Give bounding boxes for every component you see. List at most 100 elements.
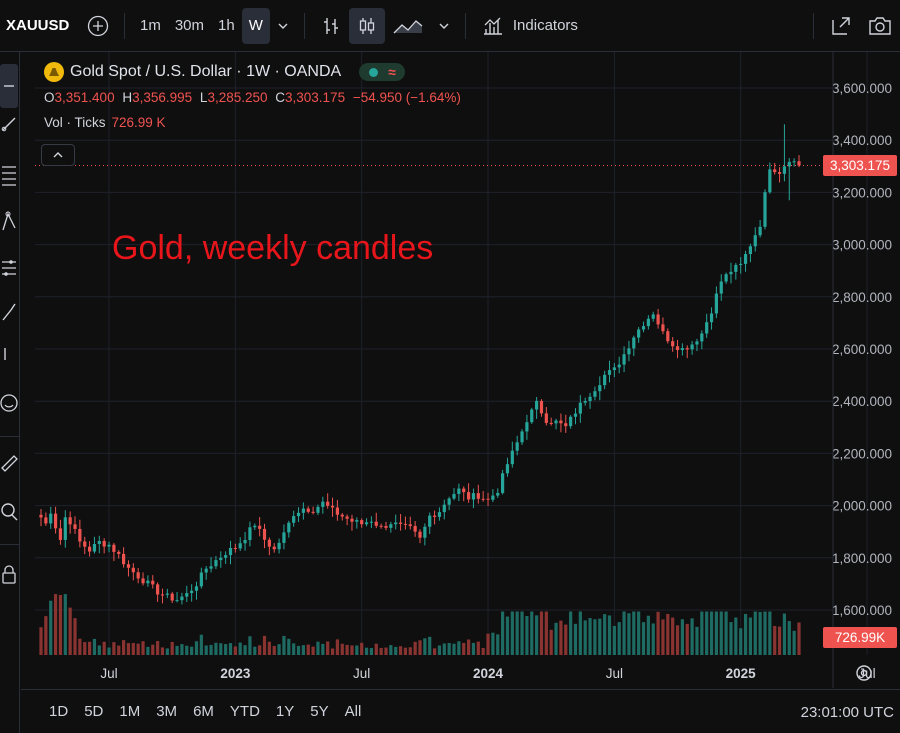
interval-1h[interactable]: 1h <box>218 17 235 34</box>
add-symbol-button[interactable] <box>80 8 116 44</box>
indicators-button[interactable]: Indicators <box>474 8 585 44</box>
volume-bar <box>335 639 339 655</box>
ohlc-open-key: O <box>44 90 55 105</box>
ohlc-change: −54.950 (−1.64%) <box>352 90 461 105</box>
pattern-tool[interactable] <box>0 210 18 232</box>
fullscreen-button[interactable] <box>822 8 860 44</box>
candle-body <box>364 522 369 525</box>
candle-body <box>355 520 359 522</box>
interval-dropdown[interactable] <box>270 8 296 44</box>
collapse-legend-button[interactable] <box>41 144 75 166</box>
volume-bar <box>44 616 48 655</box>
drawing-toolbar <box>0 52 20 733</box>
volume-bar <box>277 644 281 655</box>
price-chart[interactable]: 3,600.000 3,400.000 3,200.000 3,000.000 2,80… <box>21 52 900 688</box>
volume-bar <box>792 630 796 655</box>
pattern-icon <box>2 211 16 231</box>
fib-tool[interactable] <box>0 164 18 186</box>
volume-bar <box>292 643 296 655</box>
volume-bar <box>671 617 675 655</box>
range-5d[interactable]: 5D <box>84 703 104 720</box>
volume-bar <box>151 644 155 655</box>
market-status-pill[interactable]: ≈ <box>359 63 406 81</box>
text-tool[interactable] <box>0 346 18 362</box>
volume-bar <box>238 642 242 655</box>
volume-bar <box>340 643 344 655</box>
candle-style-button[interactable] <box>348 7 385 44</box>
interval-30m[interactable]: 30m <box>174 17 205 34</box>
candle-body <box>593 391 597 397</box>
chart-style-dropdown[interactable] <box>431 8 457 44</box>
y-tick-label: 2,200.000 <box>832 446 892 461</box>
screenshot-button[interactable] <box>860 8 900 44</box>
volume-bar <box>554 622 558 655</box>
range-1m[interactable]: 1M <box>119 703 141 720</box>
volume-bar <box>214 642 218 655</box>
toolbar-divider <box>813 13 814 39</box>
candle-body <box>505 464 510 474</box>
y-tick-label: 2,000.000 <box>832 499 892 514</box>
candle-body <box>748 246 753 255</box>
volume-bar <box>481 647 485 655</box>
volume-bar <box>287 638 291 655</box>
range-3m[interactable]: 3M <box>156 703 178 720</box>
volume-bar <box>175 645 179 655</box>
chevron-down-icon <box>439 23 449 29</box>
symbol-search[interactable]: XAUUSD <box>6 17 70 34</box>
brush-tool[interactable] <box>0 300 18 322</box>
volume-bar <box>243 645 247 655</box>
forecast-tool[interactable] <box>0 257 18 279</box>
candle-body <box>53 513 58 529</box>
candle-body <box>782 166 787 174</box>
lock-tool[interactable] <box>0 564 18 584</box>
volume-bar <box>248 636 252 655</box>
volume-bar <box>63 594 67 655</box>
area-style-button[interactable] <box>385 8 431 44</box>
range-6m[interactable]: 6M <box>193 703 214 720</box>
volume-bar <box>641 622 646 655</box>
volume-bar <box>204 645 208 655</box>
candle-body <box>549 422 553 424</box>
candle-body <box>603 374 607 386</box>
candle-body <box>243 539 247 544</box>
candle-body <box>350 518 354 522</box>
fib-icon <box>2 166 16 186</box>
toolbar-divider <box>303 12 305 39</box>
volume-bar <box>160 647 165 655</box>
candle-body <box>107 544 111 547</box>
chart-pane[interactable]: 3,600.000 3,400.000 3,200.000 3,000.000 2,80… <box>21 52 900 688</box>
axis-settings-icon[interactable] <box>856 665 872 681</box>
interval-w[interactable]: W <box>241 7 270 44</box>
candle-body <box>792 161 796 163</box>
ruler-tool[interactable] <box>0 452 18 472</box>
volume-bar <box>530 611 534 655</box>
volume-bar <box>360 642 364 655</box>
candle-body <box>277 542 281 550</box>
volume-bar <box>719 611 723 655</box>
candle-body <box>83 541 87 547</box>
candle-body <box>224 555 228 558</box>
bar-style-button[interactable] <box>313 8 349 44</box>
candle-body <box>457 488 461 494</box>
range-1y[interactable]: 1Y <box>275 703 295 720</box>
range-ytd[interactable]: YTD <box>229 703 260 720</box>
candle-body <box>753 235 757 247</box>
candle-body <box>117 551 121 554</box>
crosshair-tool[interactable] <box>0 64 18 108</box>
trendline-tool[interactable] <box>0 116 18 132</box>
candle-body <box>306 508 310 512</box>
candle-body <box>569 416 573 427</box>
candle-body <box>437 512 442 517</box>
candle-body <box>63 517 67 540</box>
emoji-tool[interactable] <box>0 394 18 412</box>
range-5y[interactable]: 5Y <box>310 703 329 720</box>
interval-1m[interactable]: 1m <box>140 17 161 34</box>
range-1d[interactable]: 1D <box>49 703 69 720</box>
range-all[interactable]: All <box>344 703 362 720</box>
ohlc-close-value: 3,303.175 <box>285 90 346 105</box>
candle-body <box>408 524 412 526</box>
volume-bar <box>578 611 582 655</box>
candle-body <box>141 578 145 584</box>
clock[interactable]: 23:01:00 UTC <box>800 703 894 721</box>
zoom-tool[interactable] <box>0 502 18 522</box>
